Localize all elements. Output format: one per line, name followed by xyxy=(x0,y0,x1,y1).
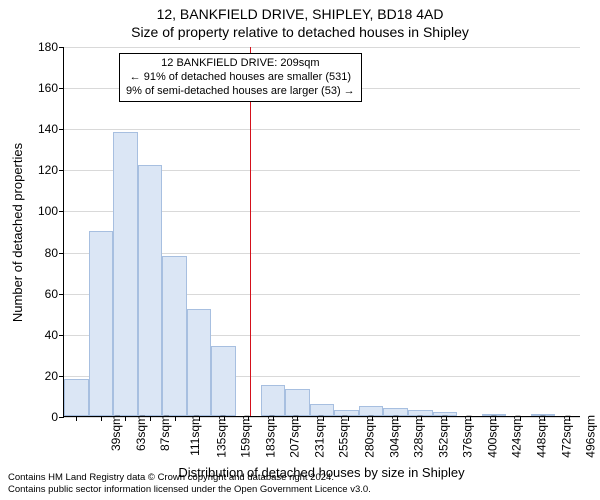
y-tick-mark xyxy=(59,211,64,212)
footer-line2: Contains public sector information licen… xyxy=(8,484,371,496)
x-tick-mark xyxy=(495,416,496,421)
y-tick-mark xyxy=(59,47,64,48)
histogram-bar xyxy=(138,165,163,416)
x-tick-label: 159sqm xyxy=(239,415,253,458)
x-tick-mark xyxy=(372,416,373,421)
y-axis-label: Number of detached properties xyxy=(10,47,26,417)
histogram-bar xyxy=(162,256,187,416)
x-tick-label: 472sqm xyxy=(559,415,573,458)
x-tick-mark xyxy=(544,416,545,421)
x-tick-label: 87sqm xyxy=(158,415,172,451)
callout-line3: 9% of semi-detached houses are larger (5… xyxy=(126,85,355,99)
x-tick-mark xyxy=(397,416,398,421)
histogram-bar xyxy=(187,309,212,416)
x-tick-mark xyxy=(248,416,249,421)
figure: 12, BANKFIELD DRIVE, SHIPLEY, BD18 4AD S… xyxy=(0,0,600,500)
histogram-bar xyxy=(89,231,114,416)
y-tick-mark xyxy=(59,253,64,254)
x-tick-mark xyxy=(150,416,151,421)
x-tick-label: 304sqm xyxy=(387,415,401,458)
y-tick-mark xyxy=(59,170,64,171)
x-tick-label: 39sqm xyxy=(109,415,123,451)
x-tick-mark xyxy=(76,416,77,421)
y-tick-mark xyxy=(59,294,64,295)
footer: Contains HM Land Registry data © Crown c… xyxy=(8,472,371,496)
y-tick-mark xyxy=(59,376,64,377)
x-tick-mark xyxy=(348,416,349,421)
y-tick-mark xyxy=(59,129,64,130)
x-tick-mark xyxy=(421,416,422,421)
plot-area: 02040608010012014016018039sqm63sqm87sqm1… xyxy=(63,47,580,417)
gridline-h xyxy=(64,129,580,130)
y-tick-mark xyxy=(59,417,64,418)
x-tick-label: 207sqm xyxy=(288,415,302,458)
x-tick-mark xyxy=(175,416,176,421)
x-tick-label: 135sqm xyxy=(214,415,228,458)
histogram-bar xyxy=(261,385,286,416)
x-tick-mark xyxy=(125,416,126,421)
x-tick-mark xyxy=(297,416,298,421)
y-tick-mark xyxy=(59,335,64,336)
histogram-bar xyxy=(285,389,310,416)
x-tick-label: 231sqm xyxy=(313,415,327,458)
histogram-bar xyxy=(64,379,89,416)
reference-line xyxy=(250,47,251,416)
x-tick-label: 255sqm xyxy=(337,415,351,458)
x-tick-label: 352sqm xyxy=(436,415,450,458)
x-tick-label: 448sqm xyxy=(535,415,549,458)
callout-box: 12 BANKFIELD DRIVE: 209sqm ← 91% of deta… xyxy=(119,53,362,102)
x-tick-label: 400sqm xyxy=(486,415,500,458)
y-tick-mark xyxy=(59,88,64,89)
x-tick-mark xyxy=(569,416,570,421)
x-tick-label: 63sqm xyxy=(134,415,148,451)
callout-line2: ← 91% of detached houses are smaller (53… xyxy=(126,71,355,85)
x-tick-mark xyxy=(323,416,324,421)
figure-title-line2: Size of property relative to detached ho… xyxy=(0,24,600,40)
y-axis-label-text: Number of detached properties xyxy=(11,142,26,321)
footer-line1: Contains HM Land Registry data © Crown c… xyxy=(8,472,371,484)
x-tick-mark xyxy=(101,416,102,421)
x-tick-mark xyxy=(273,416,274,421)
callout-line1: 12 BANKFIELD DRIVE: 209sqm xyxy=(126,57,355,71)
x-tick-label: 376sqm xyxy=(461,415,475,458)
x-tick-mark xyxy=(446,416,447,421)
plot: 02040608010012014016018039sqm63sqm87sqm1… xyxy=(63,47,580,417)
x-tick-label: 280sqm xyxy=(363,415,377,458)
x-tick-label: 111sqm xyxy=(188,415,202,456)
x-tick-mark xyxy=(470,416,471,421)
x-tick-label: 496sqm xyxy=(584,415,598,458)
x-tick-mark xyxy=(520,416,521,421)
gridline-h xyxy=(64,47,580,48)
x-tick-label: 424sqm xyxy=(510,415,524,458)
histogram-bar xyxy=(211,346,236,416)
x-tick-mark xyxy=(224,416,225,421)
histogram-bar xyxy=(113,132,138,416)
x-tick-label: 328sqm xyxy=(412,415,426,458)
x-tick-label: 183sqm xyxy=(263,415,277,458)
figure-title-line1: 12, BANKFIELD DRIVE, SHIPLEY, BD18 4AD xyxy=(0,6,600,22)
x-tick-mark xyxy=(199,416,200,421)
